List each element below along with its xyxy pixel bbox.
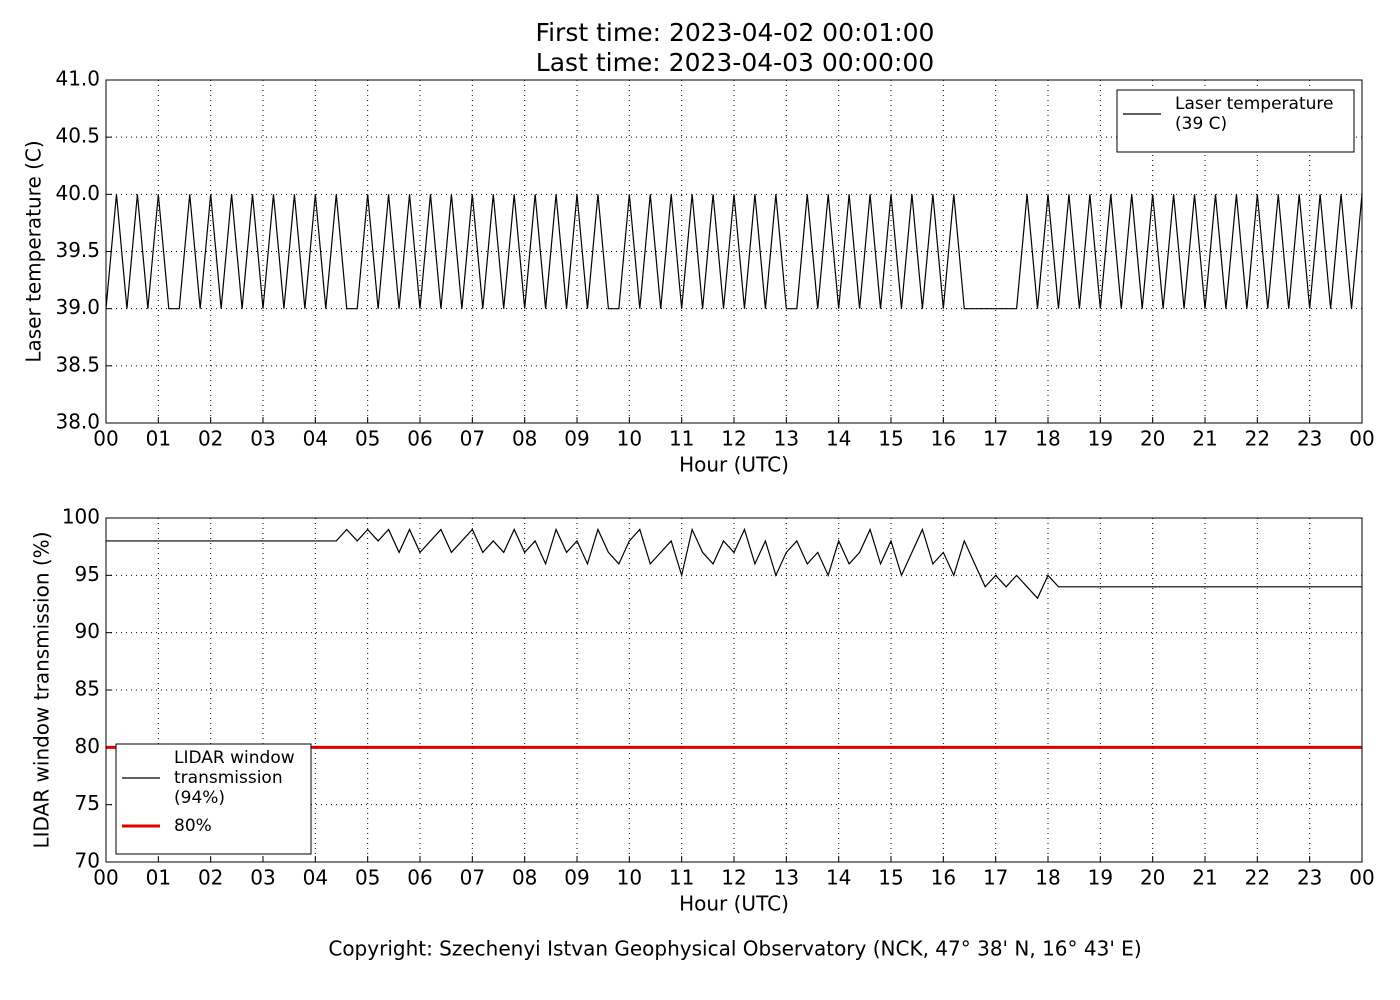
- x-tick-label: 08: [512, 427, 537, 451]
- x-tick-label: 13: [774, 427, 799, 451]
- x-tick-label: 14: [826, 866, 851, 890]
- x-tick-label: 00: [93, 866, 118, 890]
- x-tick-label: 16: [931, 427, 956, 451]
- x-tick-label: 20: [1140, 866, 1165, 890]
- x-tick-label: 18: [1035, 427, 1060, 451]
- y-tick-label: 39.0: [55, 295, 100, 319]
- x-tick-label: 02: [198, 866, 223, 890]
- x-tick-label: 03: [250, 866, 275, 890]
- plot-frame: [105, 517, 1363, 863]
- x-tick-label: 11: [669, 866, 694, 890]
- x-tick-label: 20: [1140, 427, 1165, 451]
- legend-label: LIDAR window transmission (94%): [174, 748, 295, 808]
- x-tick-label: 11: [669, 427, 694, 451]
- x-tick-label: 17: [983, 427, 1008, 451]
- x-tick-label: 04: [303, 427, 328, 451]
- x-tick-label: 15: [878, 427, 903, 451]
- legend-box: [115, 743, 312, 855]
- legend-label: 80%: [174, 816, 212, 836]
- y-tick-label: 40.0: [55, 181, 100, 205]
- x-tick-label: 16: [931, 866, 956, 890]
- x-tick-label: 01: [146, 427, 171, 451]
- x-tick-label: 02: [198, 427, 223, 451]
- data-line: [105, 194, 1363, 310]
- x-tick-label: 12: [721, 866, 746, 890]
- y-tick-label: 41.0: [55, 67, 100, 91]
- x-tick-label: 21: [1192, 866, 1217, 890]
- x-tick-label: 21: [1192, 427, 1217, 451]
- legend-label: Laser temperature (39 C): [1175, 94, 1333, 134]
- y-tick-label: 75: [75, 791, 100, 815]
- x-tick-label: 05: [355, 427, 380, 451]
- x-tick-label: 22: [1245, 427, 1270, 451]
- x-axis-label: Hour (UTC): [679, 453, 789, 477]
- legend-box: [1116, 89, 1355, 153]
- x-tick-label: 04: [303, 866, 328, 890]
- x-tick-label: 23: [1297, 866, 1322, 890]
- x-tick-label: 07: [460, 866, 485, 890]
- x-tick-label: 09: [564, 866, 589, 890]
- x-tick-label: 09: [564, 427, 589, 451]
- x-tick-label: 12: [721, 427, 746, 451]
- y-axis-label: Laser temperature (C): [22, 140, 46, 362]
- x-tick-label: 07: [460, 427, 485, 451]
- x-tick-label: 00: [1349, 866, 1374, 890]
- chart-subtitle: Last time: 2023-04-03 00:00:00: [536, 48, 934, 77]
- x-tick-label: 18: [1035, 866, 1060, 890]
- x-tick-label: 03: [250, 427, 275, 451]
- x-tick-label: 22: [1245, 866, 1270, 890]
- y-tick-label: 80: [75, 734, 100, 758]
- y-tick-label: 100: [62, 505, 100, 529]
- footer: Copyright: Szechenyi Istvan Geophysical …: [328, 937, 1141, 961]
- y-tick-label: 95: [75, 562, 100, 586]
- data-line: [106, 527, 1362, 600]
- x-tick-label: 01: [146, 866, 171, 890]
- y-tick-label: 38.0: [55, 410, 100, 434]
- y-tick-label: 38.5: [55, 352, 100, 376]
- y-axis-label: LIDAR window transmission (%): [30, 532, 54, 849]
- x-tick-label: 14: [826, 427, 851, 451]
- y-tick-label: 85: [75, 677, 100, 701]
- chart-title: First time: 2023-04-02 00:01:00: [536, 18, 935, 47]
- x-tick-label: 19: [1088, 866, 1113, 890]
- x-tick-label: 06: [407, 427, 432, 451]
- y-tick-label: 70: [75, 849, 100, 873]
- x-tick-label: 10: [617, 866, 642, 890]
- x-tick-label: 00: [1349, 427, 1374, 451]
- x-tick-label: 00: [93, 427, 118, 451]
- y-tick-label: 40.5: [55, 124, 100, 148]
- x-tick-label: 08: [512, 866, 537, 890]
- x-tick-label: 06: [407, 866, 432, 890]
- x-tick-label: 13: [774, 866, 799, 890]
- x-tick-label: 19: [1088, 427, 1113, 451]
- x-tick-label: 17: [983, 866, 1008, 890]
- x-tick-label: 15: [878, 866, 903, 890]
- y-tick-label: 90: [75, 619, 100, 643]
- x-tick-label: 23: [1297, 427, 1322, 451]
- x-tick-label: 05: [355, 866, 380, 890]
- x-tick-label: 10: [617, 427, 642, 451]
- y-tick-label: 39.5: [55, 238, 100, 262]
- plot-frame: [105, 79, 1363, 424]
- x-axis-label: Hour (UTC): [679, 892, 789, 916]
